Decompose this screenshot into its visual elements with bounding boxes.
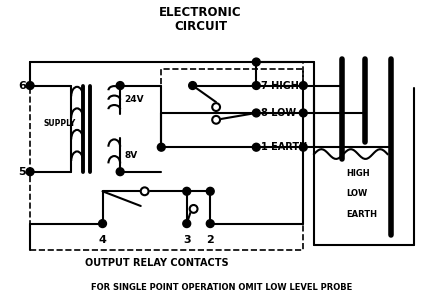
- Circle shape: [190, 205, 198, 213]
- Circle shape: [189, 82, 197, 89]
- Text: FOR SINGLE POINT OPERATION OMIT LOW LEVEL PROBE: FOR SINGLE POINT OPERATION OMIT LOW LEVE…: [91, 283, 353, 292]
- Text: ELECTRONIC
CIRCUIT: ELECTRONIC CIRCUIT: [159, 6, 242, 33]
- Circle shape: [183, 220, 190, 228]
- Circle shape: [299, 143, 307, 151]
- Text: 1 EARTH: 1 EARTH: [261, 142, 307, 152]
- Circle shape: [212, 116, 220, 124]
- Text: LOW: LOW: [346, 189, 368, 198]
- Circle shape: [212, 103, 220, 111]
- Text: 2: 2: [206, 235, 214, 245]
- Circle shape: [252, 58, 260, 66]
- Circle shape: [116, 168, 124, 176]
- Circle shape: [252, 82, 260, 89]
- Circle shape: [116, 82, 124, 89]
- Text: SUPPLY: SUPPLY: [44, 119, 76, 128]
- Text: OUTPUT RELAY CONTACTS: OUTPUT RELAY CONTACTS: [84, 258, 228, 268]
- Circle shape: [26, 82, 34, 89]
- Text: 8 LOW: 8 LOW: [261, 108, 296, 118]
- Text: 6: 6: [18, 80, 26, 91]
- Text: 7 HIGH: 7 HIGH: [261, 80, 299, 91]
- Bar: [30, 62, 303, 250]
- Text: 8V: 8V: [124, 151, 137, 160]
- Circle shape: [252, 143, 260, 151]
- Text: 3: 3: [183, 235, 190, 245]
- Circle shape: [299, 109, 307, 117]
- Circle shape: [206, 187, 214, 195]
- Text: 24V: 24V: [124, 95, 144, 104]
- Circle shape: [299, 82, 307, 89]
- Text: HIGH: HIGH: [346, 169, 370, 178]
- Text: EARTH: EARTH: [346, 210, 377, 219]
- Circle shape: [99, 220, 107, 228]
- Bar: [161, 69, 303, 147]
- Circle shape: [26, 168, 34, 176]
- Circle shape: [141, 187, 149, 195]
- Circle shape: [157, 143, 165, 151]
- Circle shape: [206, 220, 214, 228]
- Circle shape: [252, 109, 260, 117]
- Text: 4: 4: [99, 235, 107, 245]
- Circle shape: [183, 187, 190, 195]
- Text: 5: 5: [19, 167, 26, 177]
